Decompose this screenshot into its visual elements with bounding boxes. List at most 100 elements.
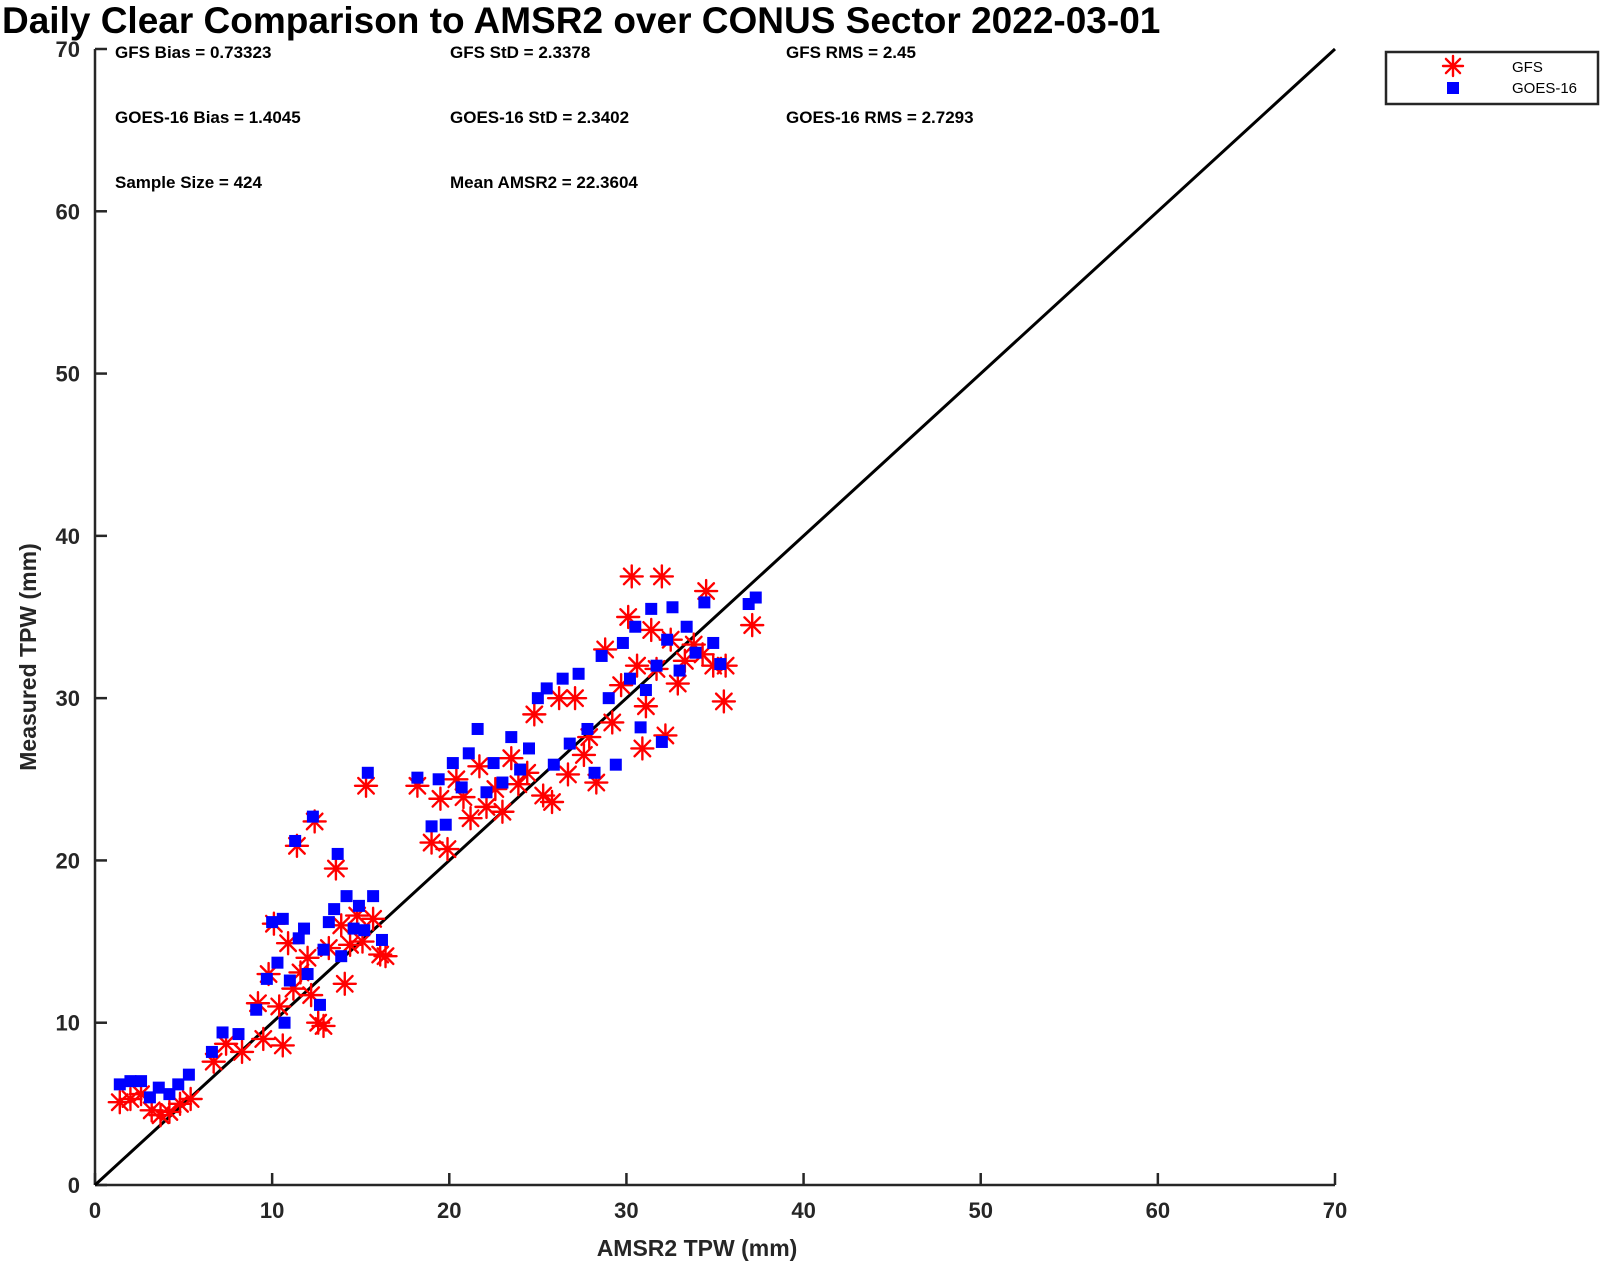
y-tick-label: 70 [56,37,80,62]
goes16-point [260,972,273,985]
gfs-point [157,1099,182,1125]
goes16-point [347,922,360,935]
gfs-point [490,799,515,824]
stat-goes16-rms: GOES-16 RMS = 2.7293 [786,108,974,127]
gfs-point [353,773,379,798]
goes16-point [143,1091,156,1104]
x-tick-label: 60 [1146,1198,1170,1223]
goes16-point [462,747,475,760]
stat-sample-size: Sample Size = 424 [115,173,262,192]
gfs-point [435,836,460,862]
gfs-point [619,564,644,589]
gfs-point [711,689,737,714]
goes16-point [322,916,335,929]
gfs-point [251,1026,276,1052]
y-tick-label: 20 [56,848,80,873]
goes16-point [182,1068,195,1081]
gfs-point [178,1086,203,1112]
y-tick-label: 0 [68,1173,80,1198]
gfs-point [270,1033,295,1058]
x-tick-label: 0 [89,1198,101,1223]
goes16-point [572,667,585,680]
goes16-point [514,763,527,776]
goes16-point [276,912,289,925]
x-tick-label: 10 [260,1198,284,1223]
goes16-point [328,903,341,916]
goes16-point [455,781,468,794]
goes16-point [623,672,636,685]
goes16-point [172,1078,185,1091]
goes16-point [581,722,594,735]
gfs-point [458,806,483,831]
gfs-point [740,612,765,638]
goes16-point [496,776,509,789]
gfs-point [428,786,453,811]
goes16-point [698,596,711,609]
gfs-point [332,971,357,996]
goes16-point [616,636,629,649]
x-axis-label: AMSR2 TPW (mm) [597,1235,798,1261]
gfs-point [633,694,659,719]
goes16-point [283,974,296,987]
x-tick-label: 30 [614,1198,638,1223]
goes16-point [707,636,720,649]
gfs-point [624,653,650,678]
goes16-point [266,916,279,929]
legend-box [1384,50,1600,106]
gfs-point [267,994,292,1019]
goes16-point [425,820,438,833]
x-ticks: 0 10 20 30 40 50 60 70 [89,1173,1347,1223]
gfs-point [467,754,492,779]
goes16-point [152,1081,165,1094]
y-tick-label: 30 [56,686,80,711]
gfs-point [506,771,531,797]
x-tick-label: 20 [437,1198,461,1223]
goes16-point [505,731,518,744]
goes16-point [680,620,693,633]
goes16-point [595,649,608,662]
stat-mean-amsr2: Mean AMSR2 = 22.3604 [450,173,638,192]
gfs-point [562,685,588,711]
gfs-point [630,736,655,761]
goes16-point [292,932,305,945]
y-tick-label: 60 [56,199,80,224]
legend-gfs-asterisk [1441,54,1465,78]
goes16-point [629,620,642,633]
y-ticks: 0 10 20 30 40 50 60 70 [56,37,107,1198]
legend-goes16-marker [1447,82,1459,94]
goes16-point [439,818,452,831]
gfs-point [419,830,444,855]
y-axis-label: Measured TPW (mm) [15,543,41,770]
x-tick-label: 70 [1323,1198,1347,1223]
stats-block: GFS Bias = 0.73323 GFS StD = 2.3378 GFS … [115,43,974,192]
stat-goes16-bias: GOES-16 Bias = 1.4045 [115,108,301,127]
goes16-point [609,758,622,771]
goes16-point [540,682,553,695]
goes16-point [655,735,668,748]
series-goes16 [113,591,762,1104]
goes16-point [487,757,500,770]
goes16-point [375,933,388,946]
goes16-point [317,943,330,956]
goes16-point [331,847,344,860]
goes16-point [335,950,348,963]
goes16-point [673,664,686,677]
legend: GFS GOES-16 [1384,50,1600,106]
goes16-point [306,810,319,823]
goes16-point [367,890,380,903]
goes16-point [689,646,702,659]
goes16-point [113,1078,126,1091]
goes16-point [358,924,371,937]
legend-label-goes16: GOES-16 [1512,80,1577,97]
goes16-point [163,1088,176,1101]
stat-gfs-std: GFS StD = 2.3378 [450,43,590,62]
gfs-point [360,906,386,932]
goes16-point [480,786,493,799]
gfs-point [148,1103,173,1128]
goes16-point [634,721,647,734]
stat-goes16-std: GOES-16 StD = 2.3402 [450,108,629,127]
goes16-point [411,771,424,784]
gfs-point [639,617,664,643]
gfs-point [522,702,547,727]
